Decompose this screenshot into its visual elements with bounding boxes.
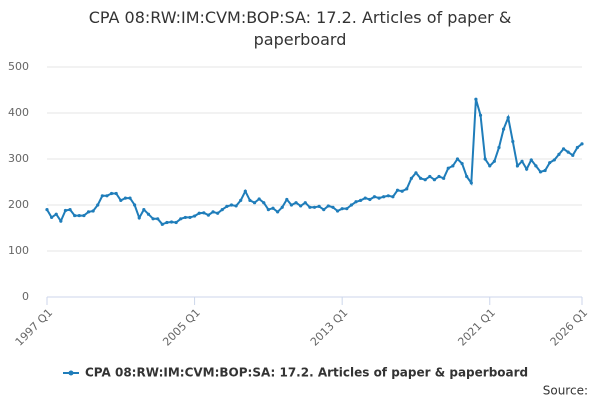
y-tick-label: 500 — [8, 60, 29, 73]
legend-label: CPA 08:RW:IM:CVM:BOP:SA: 17.2. Articles … — [85, 366, 528, 380]
x-tick-label: 2013 Q1 — [308, 306, 351, 349]
y-tick-label: 200 — [8, 198, 29, 211]
legend-marker — [68, 370, 74, 376]
x-tick-label: 2005 Q1 — [160, 306, 203, 349]
y-tick-label: 400 — [8, 106, 29, 119]
chart-title: CPA 08:RW:IM:CVM:BOP:SA: 17.2. Articles … — [89, 8, 512, 49]
source: Source: — [543, 384, 588, 398]
x-tick-label: 2021 Q1 — [455, 306, 498, 349]
x-tick-label: 2026 Q1 — [548, 306, 591, 349]
y-tick-label: 0 — [22, 290, 29, 303]
data-line — [45, 97, 584, 226]
y-tick-label: 300 — [8, 152, 29, 165]
y-tick-label: 100 — [8, 244, 29, 257]
x-tick-label: 1997 Q1 — [13, 306, 56, 349]
